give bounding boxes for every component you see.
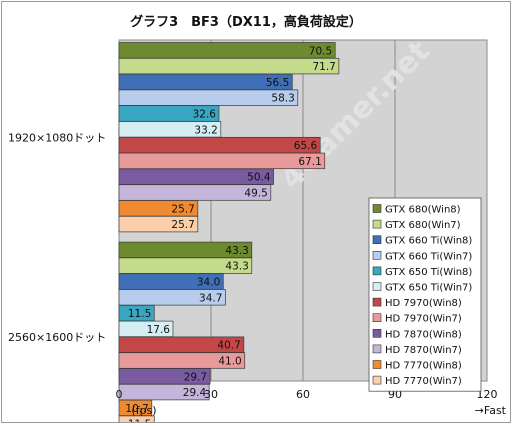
legend-swatch [372,251,382,260]
bar-value-label: 49.5 [244,188,267,200]
legend-entry: HD 7870(Win8) [385,329,462,340]
legend-entry: GTX 660 Ti(Win7) [385,251,472,262]
legend-entry: GTX 680(Win8) [385,205,461,216]
bar-value-label: 56.5 [266,77,289,89]
bar-value-label: 25.7 [171,219,194,231]
bar-value-label: 29.7 [184,371,207,383]
bar-value-label: 17.6 [147,324,171,336]
bar-value-label: 34.7 [199,292,222,304]
bar-value-label: 43.3 [225,245,248,257]
legend-swatch [372,219,382,229]
bar [118,42,336,59]
bar-value-label: 11.5 [128,308,151,320]
x-tick-label: 0 [116,388,123,401]
bar [118,136,321,154]
bar-value-label: 25.7 [171,203,194,215]
legend-entry: GTX 650 Ti(Win7) [385,283,472,294]
x-tick-label: 30 [204,388,218,401]
bar-value-label: 65.6 [294,140,318,152]
bar-value-label: 33.2 [194,124,217,136]
bar [118,383,210,401]
bar-value-label: 40.7 [217,340,240,352]
legend-entry: HD 7870(Win7) [385,345,462,356]
legend-swatch [372,204,382,213]
legend-entry: HD 7970(Win8) [385,298,462,309]
x-axis-label: (fps) [131,404,156,417]
bar-value-label: 50.4 [247,172,271,184]
legend-swatch [372,297,382,307]
bar-value-label: 29.4 [183,387,207,399]
legend-entry: HD 7970(Win7) [385,314,462,325]
bar [118,289,226,306]
legend: GTX 680(Win8) GTX 680(Win7) GTX 660 Ti(Win… [368,197,482,392]
category-label: 1920×1080ドット [8,131,106,144]
bar-value-label: 41.0 [218,356,241,368]
legend-box [368,197,482,392]
legend-swatch [372,313,382,323]
bar [118,152,326,170]
bar-value-label: 43.3 [225,261,248,273]
x-tick-label: 120 [477,388,498,401]
legend-entry: GTX 660 Ti(Win8) [385,236,472,247]
legend-swatch [372,266,382,276]
chart-title: グラフ3 BF3（DX11，高負荷設定） [130,14,362,30]
bar-value-label: 67.1 [298,156,321,168]
legend-entry: GTX 680(Win7) [385,220,461,231]
legend-entry: HD 7770(Win8) [385,361,462,372]
bar-value-label: 58.3 [271,93,294,105]
x-tick-label: 60 [296,388,310,401]
x-axis-fast-label: →Fast [475,404,507,417]
legend-swatch [372,375,382,385]
legend-entry: GTX 650 Ti(Win8) [385,267,472,278]
bar-value-label: 11.5 [128,419,151,422]
bar-value-label: 34.0 [197,277,220,289]
bar-value-label: 10.7 [125,403,148,415]
bar-chart: グラフ3 BF3（DX11，高負荷設定） 4Gamer.net 70.571.7… [8,14,507,426]
legend-swatch [372,328,382,338]
legend-swatch [372,360,382,369]
legend-swatch [372,344,382,354]
legend-swatch [372,235,382,244]
bar-value-label: 70.5 [309,45,332,57]
legend-swatch [372,282,382,291]
bar [118,215,199,233]
category-labels: 1920×1080ドット 2560×1600ドット [8,131,106,344]
bar [118,57,340,75]
bar-value-label: 32.6 [193,109,217,121]
legend-entry: HD 7770(Win7) [385,376,462,387]
bar-value-label: 71.7 [312,61,335,73]
category-label: 2560×1600ドット [8,331,106,344]
